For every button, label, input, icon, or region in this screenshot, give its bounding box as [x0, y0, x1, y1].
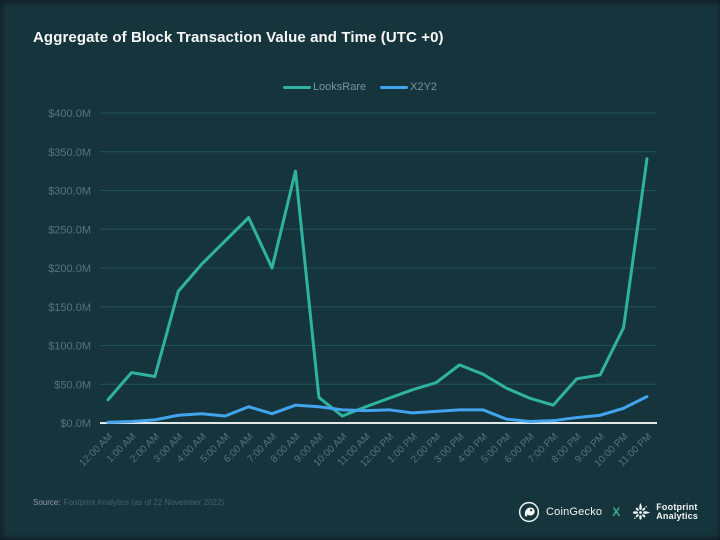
x-axis-labels: 12:00 AM1:00 AM2:00 AM3:00 AM4:00 AM5:00…: [77, 431, 654, 469]
y-tick-label: $300.0M: [48, 186, 91, 198]
series-line-looksrare: [106, 157, 649, 418]
legend: LooksRare X2Y2: [0, 81, 720, 93]
y-tick-label: $250.0M: [48, 224, 91, 236]
x-tick-label: 12:00 AM: [77, 431, 115, 469]
y-axis-labels: $400.0M $350.0M $300.0M $250.0M $200.0M $150.…: [48, 108, 91, 430]
y-tick-label: $50.0M: [54, 379, 91, 391]
chart-title: Aggregate of Block Transaction Value and…: [33, 29, 444, 46]
y-tick-label: $150.0M: [48, 302, 91, 314]
legend-item-x2y2: X2Y2: [380, 81, 437, 93]
legend-label-looksrare: LooksRare: [312, 81, 367, 93]
coingecko-brand: CoinGecko: [518, 501, 602, 523]
footprint-label: Footprint Analytics: [656, 501, 699, 522]
collab-x-separator: X: [612, 505, 621, 519]
y-tick-label: $100.0M: [48, 341, 91, 353]
footer-logos: CoinGecko X: [518, 499, 698, 525]
looksrare-swatch: [282, 85, 311, 89]
source-note: Source: Footprint Analytics (as of 22 Nov…: [33, 498, 224, 507]
legend-item-looksrare: LooksRare: [282, 81, 367, 93]
footprint-label-line2: Analytics: [656, 511, 699, 521]
series-line-x2y2: [106, 395, 649, 424]
gridlines: [100, 112, 657, 424]
source-text: Footprint Analytics (as of 22 November 2…: [63, 498, 225, 507]
coingecko-logo-icon: [518, 501, 540, 523]
source-label: Source:: [33, 498, 61, 507]
y-tick-label: $400.0M: [48, 108, 91, 120]
y-tick-label: $350.0M: [48, 147, 91, 159]
y-tick-label: $0.0M: [60, 418, 91, 430]
footprint-brand: Footprint Analytics: [630, 502, 698, 523]
x2y2-swatch: [380, 85, 409, 89]
footprint-logo-icon: [633, 502, 650, 520]
legend-label-x2y2: X2Y2: [410, 81, 438, 93]
y-tick-label: $200.0M: [48, 263, 91, 275]
coingecko-label: CoinGecko: [546, 506, 603, 518]
series-lines: [106, 157, 649, 424]
footprint-label-line1: Footprint: [656, 501, 698, 512]
